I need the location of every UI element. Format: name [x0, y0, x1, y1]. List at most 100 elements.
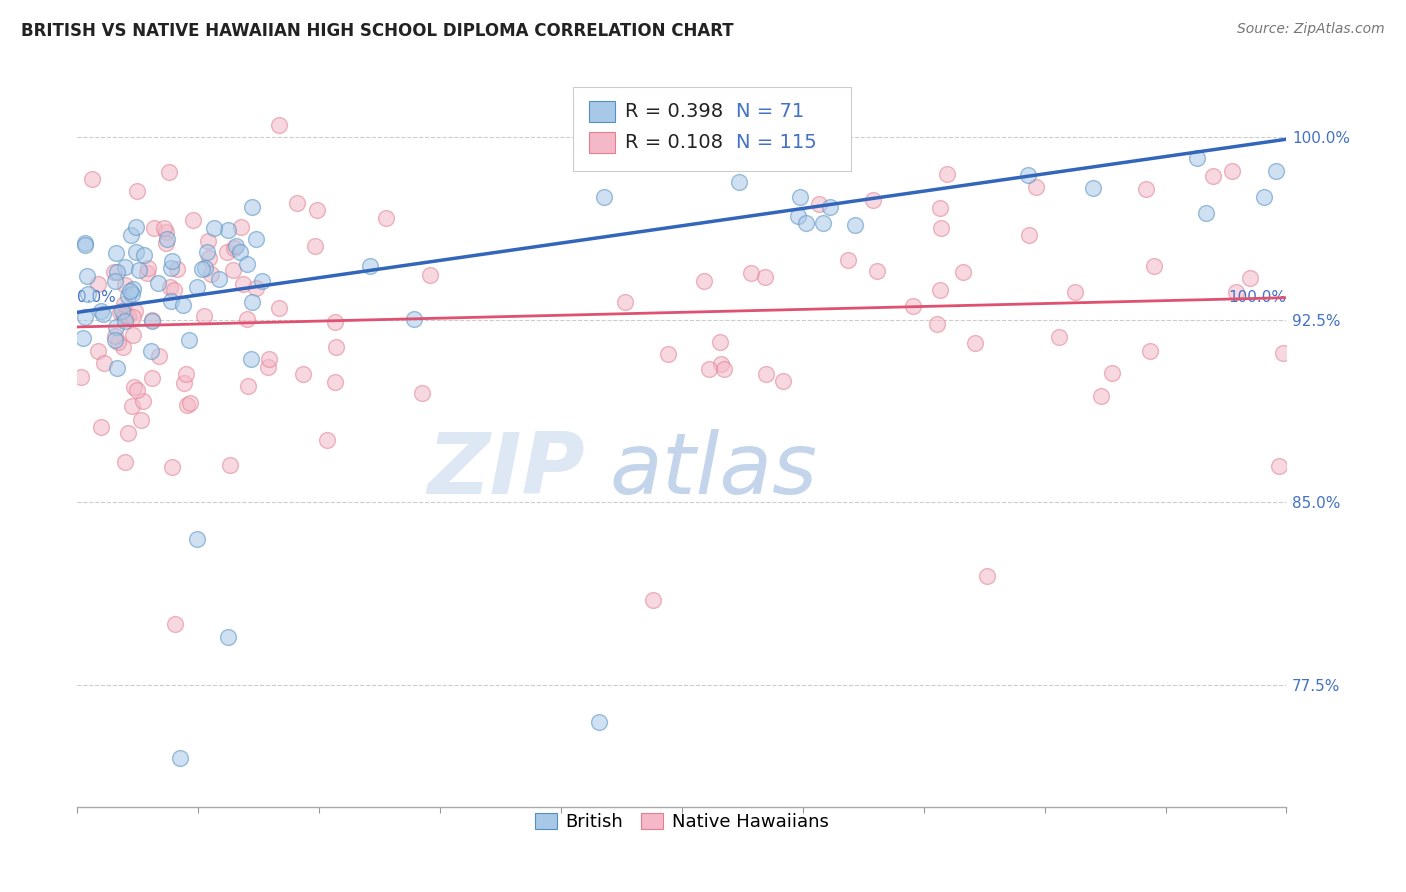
Point	[124, 304, 146, 318]
Point	[928, 201, 950, 215]
Point	[1139, 343, 1161, 358]
Point	[936, 167, 959, 181]
Point	[122, 282, 145, 296]
Point	[1047, 330, 1070, 344]
Point	[155, 226, 177, 240]
Point	[160, 253, 183, 268]
Point	[121, 399, 143, 413]
Point	[141, 370, 163, 384]
Point	[225, 239, 247, 253]
Point	[952, 265, 974, 279]
Point	[1202, 169, 1225, 183]
Text: R = 0.108: R = 0.108	[626, 133, 723, 152]
Point	[1135, 182, 1157, 196]
Point	[111, 304, 134, 318]
Point	[1101, 366, 1123, 380]
Point	[120, 228, 142, 243]
Point	[160, 260, 183, 275]
Point	[1239, 271, 1261, 285]
Point	[207, 272, 229, 286]
Point	[202, 220, 225, 235]
Text: ZIP: ZIP	[427, 429, 585, 512]
Point	[173, 376, 195, 390]
Point	[198, 252, 221, 266]
Point	[132, 248, 155, 262]
Point	[172, 297, 194, 311]
Legend: British, Native Hawaiians: British, Native Hawaiians	[527, 805, 837, 838]
Point	[162, 460, 184, 475]
Point	[129, 413, 152, 427]
Point	[236, 257, 259, 271]
Point	[122, 379, 145, 393]
Point	[1018, 227, 1040, 242]
Point	[813, 216, 835, 230]
Text: 100.0%: 100.0%	[1229, 290, 1286, 305]
Point	[285, 195, 308, 210]
Text: BRITISH VS NATIVE HAWAIIAN HIGH SCHOOL DIPLOMA CORRELATION CHART: BRITISH VS NATIVE HAWAIIAN HIGH SCHOOL D…	[21, 22, 734, 40]
Point	[104, 320, 127, 334]
Point	[155, 236, 177, 251]
Point	[70, 370, 93, 384]
Point	[359, 259, 381, 273]
Point	[75, 238, 97, 252]
Point	[114, 260, 136, 275]
Point	[404, 312, 426, 326]
Point	[693, 274, 716, 288]
Point	[114, 455, 136, 469]
Point	[105, 265, 128, 279]
Point	[141, 313, 163, 327]
Point	[90, 304, 112, 318]
Point	[1222, 164, 1244, 178]
Point	[165, 617, 187, 632]
Point	[127, 184, 149, 198]
Point	[411, 385, 433, 400]
FancyBboxPatch shape	[589, 132, 616, 153]
Point	[135, 267, 157, 281]
Point	[697, 361, 720, 376]
Point	[114, 278, 136, 293]
Point	[634, 118, 657, 132]
Point	[132, 394, 155, 409]
Point	[194, 260, 217, 275]
Point	[120, 285, 142, 299]
Point	[787, 210, 810, 224]
Point	[228, 245, 250, 260]
Point	[114, 309, 136, 323]
Point	[754, 270, 776, 285]
Point	[818, 201, 841, 215]
Point	[866, 264, 889, 278]
Point	[111, 340, 134, 354]
Point	[186, 532, 208, 546]
Point	[325, 340, 347, 354]
Point	[76, 268, 98, 283]
Point	[104, 333, 127, 347]
Point	[218, 458, 240, 472]
Point	[114, 314, 136, 328]
Point	[86, 343, 108, 358]
Point	[593, 190, 616, 204]
Point	[657, 347, 679, 361]
Point	[157, 165, 180, 179]
Point	[217, 223, 239, 237]
Point	[267, 118, 290, 132]
Point	[87, 277, 110, 292]
Point	[323, 376, 346, 390]
Point	[929, 283, 952, 297]
Point	[143, 221, 166, 235]
Point	[141, 314, 163, 328]
Point	[186, 280, 208, 294]
Point	[73, 236, 96, 251]
Point	[259, 351, 281, 366]
Text: atlas: atlas	[609, 429, 817, 512]
Point	[217, 630, 239, 644]
Point	[148, 349, 170, 363]
Point	[250, 274, 273, 288]
Point	[166, 262, 188, 277]
Point	[224, 241, 246, 255]
Point	[240, 351, 263, 366]
Point	[176, 398, 198, 412]
Point	[862, 194, 884, 208]
Point	[77, 287, 100, 301]
Point	[925, 317, 948, 331]
Text: N = 115: N = 115	[737, 133, 817, 152]
